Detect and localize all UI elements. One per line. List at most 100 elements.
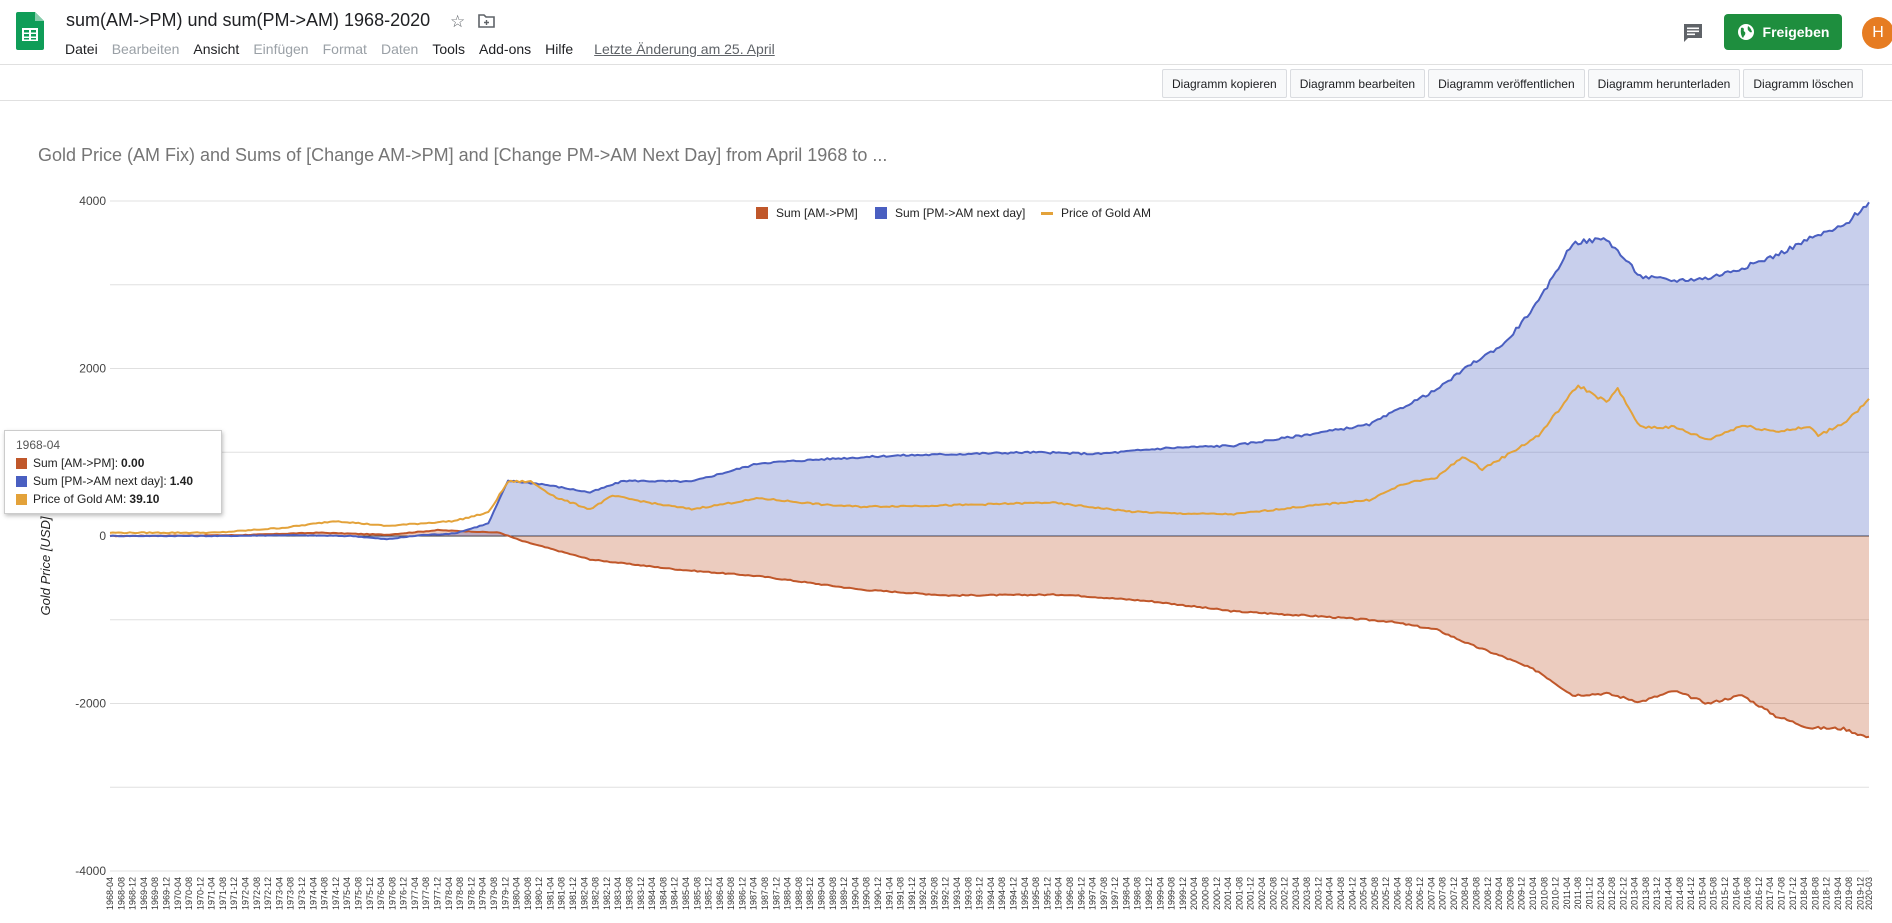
x-tick-label: 1972-12 <box>263 877 273 910</box>
x-tick-label: 1985-08 <box>692 877 702 910</box>
x-tick-label: 1974-08 <box>320 877 330 910</box>
x-tick-label: 1980-04 <box>512 877 522 910</box>
x-tick-label: 1996-12 <box>1076 877 1086 910</box>
download-chart-button[interactable]: Diagramm herunterladen <box>1587 69 1741 98</box>
x-tick-label: 1998-08 <box>1133 877 1143 910</box>
series-areas <box>110 202 1869 738</box>
y-tick-label: -2000 <box>75 697 106 711</box>
tooltip-label: Sum [PM->AM next day] <box>33 474 164 488</box>
x-tick-label: 1997-04 <box>1088 877 1098 910</box>
tooltip-value: 39.10 <box>129 492 160 506</box>
series-line-0 <box>109 528 1870 739</box>
x-tick-label: 1996-08 <box>1065 877 1075 910</box>
x-tick-label: 1973-08 <box>286 877 296 910</box>
x-tick-label: 1968-04 <box>105 877 115 910</box>
x-tick-label: 1992-12 <box>941 877 951 910</box>
x-tick-label: 1994-04 <box>986 877 996 910</box>
menu-ansicht[interactable]: Ansicht <box>193 41 240 57</box>
x-tick-label: 1996-04 <box>1054 877 1064 910</box>
edit-chart-button[interactable]: Diagramm bearbeiten <box>1289 69 1426 98</box>
x-tick-label: 1970-04 <box>173 877 183 910</box>
last-edit-link[interactable]: Letzte Änderung am 25. April <box>594 41 775 57</box>
chart-toolbar: Diagramm kopieren Diagramm bearbeiten Di… <box>0 65 1892 101</box>
x-tick-label: 1987-08 <box>760 877 770 910</box>
x-tick-label: 2006-12 <box>1415 877 1425 910</box>
x-tick-label: 2014-04 <box>1664 877 1674 910</box>
x-tick-label: 1988-12 <box>805 877 815 910</box>
menu-einfuegen[interactable]: Einfügen <box>253 41 309 57</box>
y-axis-ticks: 4000 2000 0 -2000 -4000 <box>75 194 106 878</box>
x-tick-label: 1979-04 <box>478 877 488 910</box>
x-tick-label: 2009-08 <box>1505 877 1515 910</box>
legend: Sum [AM->PM] Sum [PM->AM next day] Price o… <box>756 206 1151 220</box>
x-tick-label: 1969-04 <box>139 877 149 910</box>
legend-label[interactable]: Sum [AM->PM] <box>776 206 858 220</box>
y-tick-label: 0 <box>99 529 106 543</box>
folder-icon[interactable] <box>478 14 495 28</box>
x-tick-label: 1999-04 <box>1155 877 1165 910</box>
x-tick-label: 1984-08 <box>658 877 668 910</box>
star-icon[interactable]: ☆ <box>450 12 466 31</box>
x-tick-label: 1971-12 <box>229 877 239 910</box>
legend-swatch <box>756 207 768 219</box>
document-title[interactable]: sum(AM->PM) und sum(PM->AM) 1968-2020 <box>66 10 431 30</box>
x-tick-label: 1978-08 <box>455 877 465 910</box>
legend-label[interactable]: Price of Gold AM <box>1061 206 1151 220</box>
x-tick-label: 1992-08 <box>929 877 939 910</box>
tooltip-value: 1.40 <box>169 474 194 488</box>
x-tick-label: 2015-12 <box>1720 877 1730 910</box>
comment-icon[interactable] <box>1681 21 1705 45</box>
menu-datei[interactable]: Datei <box>65 41 98 57</box>
menu-addons[interactable]: Add-ons <box>479 41 532 57</box>
x-tick-label: 2002-12 <box>1280 877 1290 910</box>
delete-chart-button[interactable]: Diagramm löschen <box>1743 69 1864 98</box>
x-tick-label: 2012-08 <box>1607 877 1617 910</box>
x-tick-label: 2012-04 <box>1596 877 1606 910</box>
copy-chart-button[interactable]: Diagramm kopieren <box>1162 69 1287 98</box>
legend-label[interactable]: Sum [PM->AM next day] <box>895 206 1025 220</box>
x-tick-label: 1975-08 <box>354 877 364 910</box>
gridlines <box>110 200 1869 872</box>
x-tick-label: 2011-04 <box>1562 877 1572 909</box>
x-tick-label: 1982-12 <box>602 877 612 910</box>
x-tick-label: 1987-04 <box>749 877 759 910</box>
x-tick-label: 1990-12 <box>873 877 883 910</box>
menu-daten[interactable]: Daten <box>380 41 419 57</box>
x-tick-label: 1989-04 <box>817 877 827 910</box>
x-tick-label: 1991-12 <box>907 877 917 910</box>
x-tick-label: 2008-08 <box>1472 877 1482 910</box>
x-tick-label: 2000-08 <box>1201 877 1211 910</box>
x-tick-label: 1995-08 <box>1031 877 1041 910</box>
x-tick-label: 2006-04 <box>1393 877 1403 910</box>
menu-hilfe[interactable]: Hilfe <box>545 41 574 57</box>
x-tick-label: 2005-04 <box>1359 877 1369 910</box>
x-tick-label: 1983-08 <box>625 877 635 910</box>
share-button[interactable]: Freigeben <box>1724 14 1842 50</box>
x-tick-label: 2018-08 <box>1810 877 1820 910</box>
tooltip-swatch <box>16 457 27 469</box>
avatar[interactable]: H <box>1862 17 1892 49</box>
x-tick-label: 2008-12 <box>1483 877 1493 910</box>
x-tick-label: 2005-08 <box>1370 877 1380 910</box>
x-tick-label: 1975-04 <box>342 877 352 910</box>
x-tick-label: 1984-04 <box>647 877 657 910</box>
x-tick-label: 1982-08 <box>591 877 601 910</box>
menu-tools[interactable]: Tools <box>432 41 465 57</box>
chart[interactable]: Gold Price (AM Fix) and Sums of [Change … <box>0 101 1892 923</box>
series-area-0 <box>110 529 1869 738</box>
tooltip-row: Price of Gold AM: 39.10 <box>16 492 159 506</box>
x-tick-label: 1998-04 <box>1121 877 1131 910</box>
chart-title: Gold Price (AM Fix) and Sums of [Change … <box>38 145 887 165</box>
publish-chart-button[interactable]: Diagramm veröffentlichen <box>1428 69 1585 98</box>
x-tick-label: 2003-04 <box>1291 877 1301 910</box>
menu-bearbeiten[interactable]: Bearbeiten <box>111 41 180 57</box>
series-line-1 <box>109 201 1870 541</box>
x-tick-label: 2012-12 <box>1618 877 1628 910</box>
series-line-2 <box>109 384 1870 535</box>
x-tick-label: 1979-12 <box>500 877 510 910</box>
sheets-logo-icon[interactable] <box>16 12 44 50</box>
menu-format[interactable]: Format <box>322 41 367 57</box>
x-tick-label: 1977-04 <box>410 877 420 910</box>
series-lines <box>109 201 1870 739</box>
x-tick-label: 2016-08 <box>1743 877 1753 910</box>
